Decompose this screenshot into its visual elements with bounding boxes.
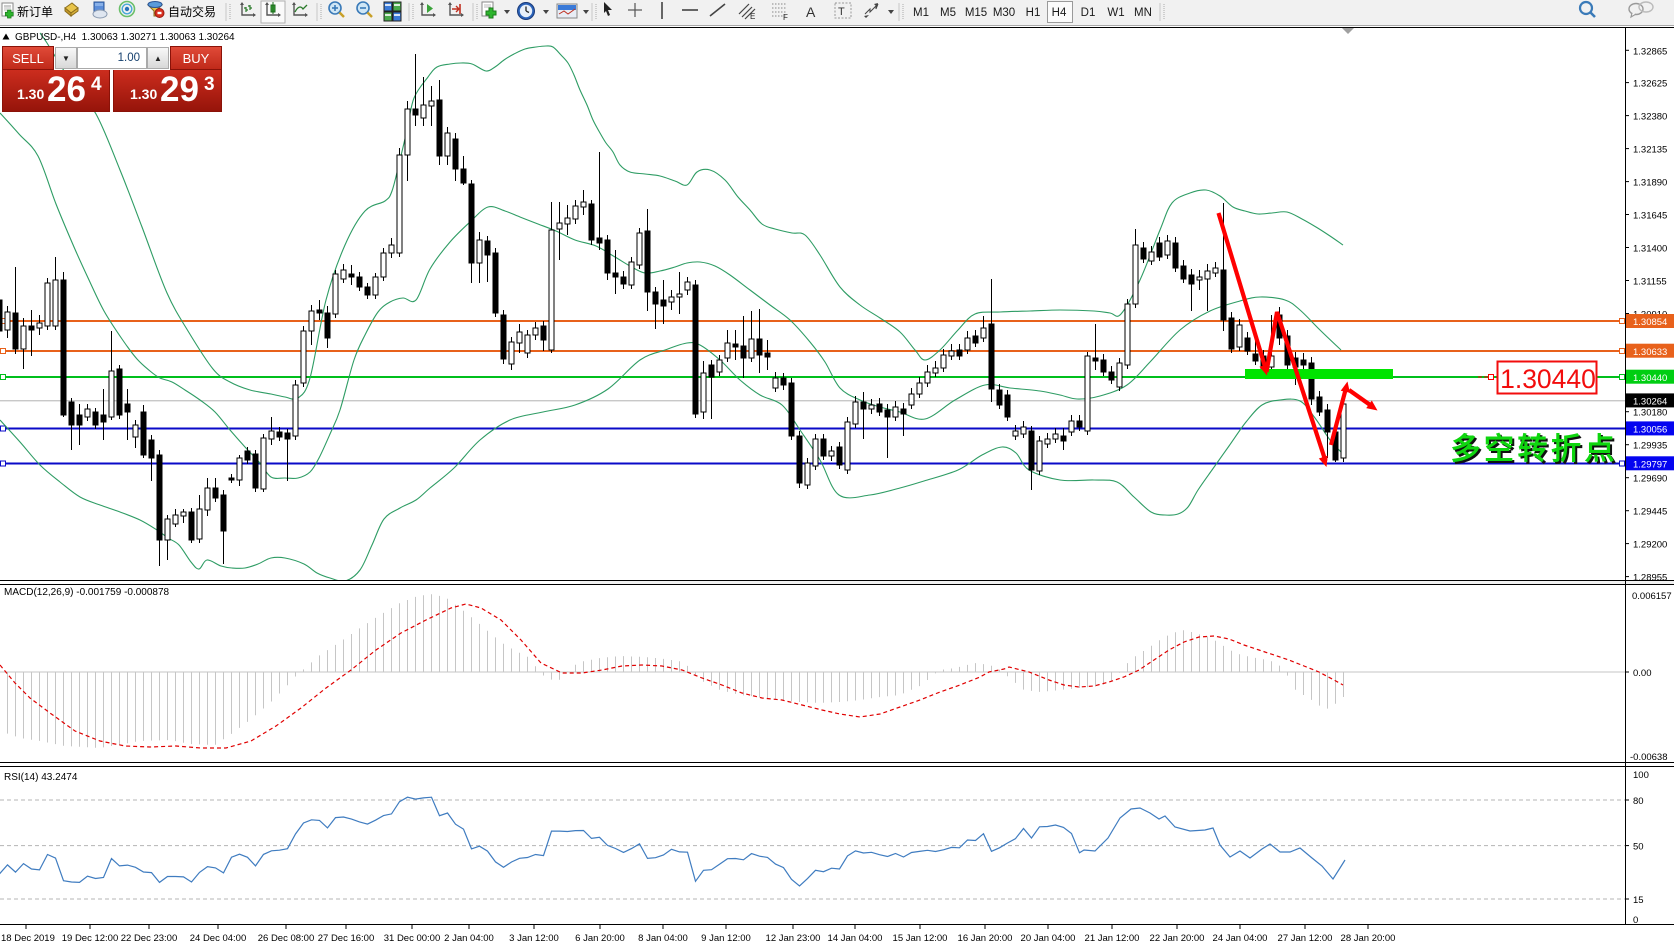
svg-text:1.29445: 1.29445 <box>1633 507 1667 518</box>
svg-text:0.006157: 0.006157 <box>1632 591 1672 602</box>
svg-text:1.29690: 1.29690 <box>1633 474 1667 485</box>
svg-text:M15: M15 <box>965 7 987 19</box>
svg-text:3 Jan 12:00: 3 Jan 12:00 <box>509 933 559 944</box>
svg-text:2 Jan 04:00: 2 Jan 04:00 <box>444 933 494 944</box>
svg-text:F: F <box>783 13 788 22</box>
svg-text:H1: H1 <box>1026 7 1041 19</box>
svg-text:H4: H4 <box>1052 7 1067 19</box>
svg-text:19 Dec 12:00: 19 Dec 12:00 <box>62 933 119 944</box>
svg-text:18 Dec 2019: 18 Dec 2019 <box>1 933 55 944</box>
svg-text:80: 80 <box>1633 796 1644 807</box>
svg-text:MN: MN <box>1134 7 1152 19</box>
svg-text:8 Jan 04:00: 8 Jan 04:00 <box>638 933 688 944</box>
svg-text:15 Jan 12:00: 15 Jan 12:00 <box>893 933 948 944</box>
svg-text:0: 0 <box>1633 915 1638 926</box>
svg-text:M1: M1 <box>913 7 929 19</box>
svg-text:1.29797: 1.29797 <box>1633 460 1667 471</box>
svg-text:20 Jan 04:00: 20 Jan 04:00 <box>1021 933 1076 944</box>
svg-text:15: 15 <box>1633 895 1644 906</box>
svg-text:1.30180: 1.30180 <box>1633 408 1667 419</box>
svg-text:1.30264: 1.30264 <box>1633 397 1667 408</box>
svg-text:-0.00638: -0.00638 <box>1630 752 1668 763</box>
svg-text:12 Jan 23:00: 12 Jan 23:00 <box>766 933 821 944</box>
svg-text:31 Dec 00:00: 31 Dec 00:00 <box>384 933 441 944</box>
svg-text:1.29200: 1.29200 <box>1633 540 1667 551</box>
svg-text:1.31155: 1.31155 <box>1633 277 1667 288</box>
svg-text:A: A <box>806 4 816 20</box>
svg-text:1.30854: 1.30854 <box>1633 317 1667 328</box>
svg-text:26 Dec 08:00: 26 Dec 08:00 <box>258 933 315 944</box>
svg-text:27 Jan 12:00: 27 Jan 12:00 <box>1278 933 1333 944</box>
svg-text:14 Jan 04:00: 14 Jan 04:00 <box>828 933 883 944</box>
svg-text:50: 50 <box>1633 842 1644 853</box>
svg-text:1.32135: 1.32135 <box>1633 145 1667 156</box>
svg-text:1.30440: 1.30440 <box>1500 364 1596 394</box>
svg-text:1.30633: 1.30633 <box>1633 347 1667 358</box>
svg-text:1.31645: 1.31645 <box>1633 211 1667 222</box>
svg-text:D1: D1 <box>1081 7 1096 19</box>
svg-text:新订单: 新订单 <box>17 4 53 19</box>
svg-text:27 Dec 16:00: 27 Dec 16:00 <box>318 933 375 944</box>
svg-text:9 Jan 12:00: 9 Jan 12:00 <box>701 933 751 944</box>
svg-text:1.29935: 1.29935 <box>1633 441 1667 452</box>
svg-text:24 Jan 04:00: 24 Jan 04:00 <box>1213 933 1268 944</box>
svg-text:21 Jan 12:00: 21 Jan 12:00 <box>1085 933 1140 944</box>
svg-text:MACD(12,26,9) -0.001759 -0.000: MACD(12,26,9) -0.001759 -0.000878 <box>4 587 170 598</box>
svg-text:W1: W1 <box>1107 7 1124 19</box>
svg-text:1.31400: 1.31400 <box>1633 244 1667 255</box>
svg-text:1.32865: 1.32865 <box>1633 46 1667 57</box>
svg-text:1.28955: 1.28955 <box>1633 573 1667 584</box>
svg-text:1.32380: 1.32380 <box>1633 112 1667 123</box>
svg-text:6 Jan 20:00: 6 Jan 20:00 <box>575 933 625 944</box>
svg-text:22 Jan 20:00: 22 Jan 20:00 <box>1150 933 1205 944</box>
svg-text:100: 100 <box>1633 770 1649 781</box>
svg-text:M5: M5 <box>940 7 956 19</box>
svg-text:0.00: 0.00 <box>1633 668 1652 679</box>
svg-text:1.30440: 1.30440 <box>1633 373 1667 384</box>
svg-text:多空转折点: 多空转折点 <box>1453 435 1621 468</box>
svg-text:自动交易: 自动交易 <box>168 4 216 19</box>
svg-text:T: T <box>838 6 845 18</box>
svg-text:16 Jan 20:00: 16 Jan 20:00 <box>958 933 1013 944</box>
svg-text:M30: M30 <box>993 7 1015 19</box>
svg-text:1.31890: 1.31890 <box>1633 178 1667 189</box>
svg-text:RSI(14) 43.2474: RSI(14) 43.2474 <box>4 772 78 783</box>
svg-text:1.32625: 1.32625 <box>1633 79 1667 90</box>
svg-text:28 Jan 20:00: 28 Jan 20:00 <box>1341 933 1396 944</box>
svg-text:E: E <box>750 12 755 21</box>
svg-text:GBPUSD-,H4 1.30063 1.30271 1.: GBPUSD-,H4 1.30063 1.30271 1.30063 1.302… <box>15 32 235 43</box>
svg-text:24 Dec 04:00: 24 Dec 04:00 <box>190 933 247 944</box>
svg-text:22 Dec 23:00: 22 Dec 23:00 <box>121 933 178 944</box>
svg-text:多空转折点: 多空转折点 <box>1451 433 1619 466</box>
svg-text:1.30056: 1.30056 <box>1633 425 1667 436</box>
